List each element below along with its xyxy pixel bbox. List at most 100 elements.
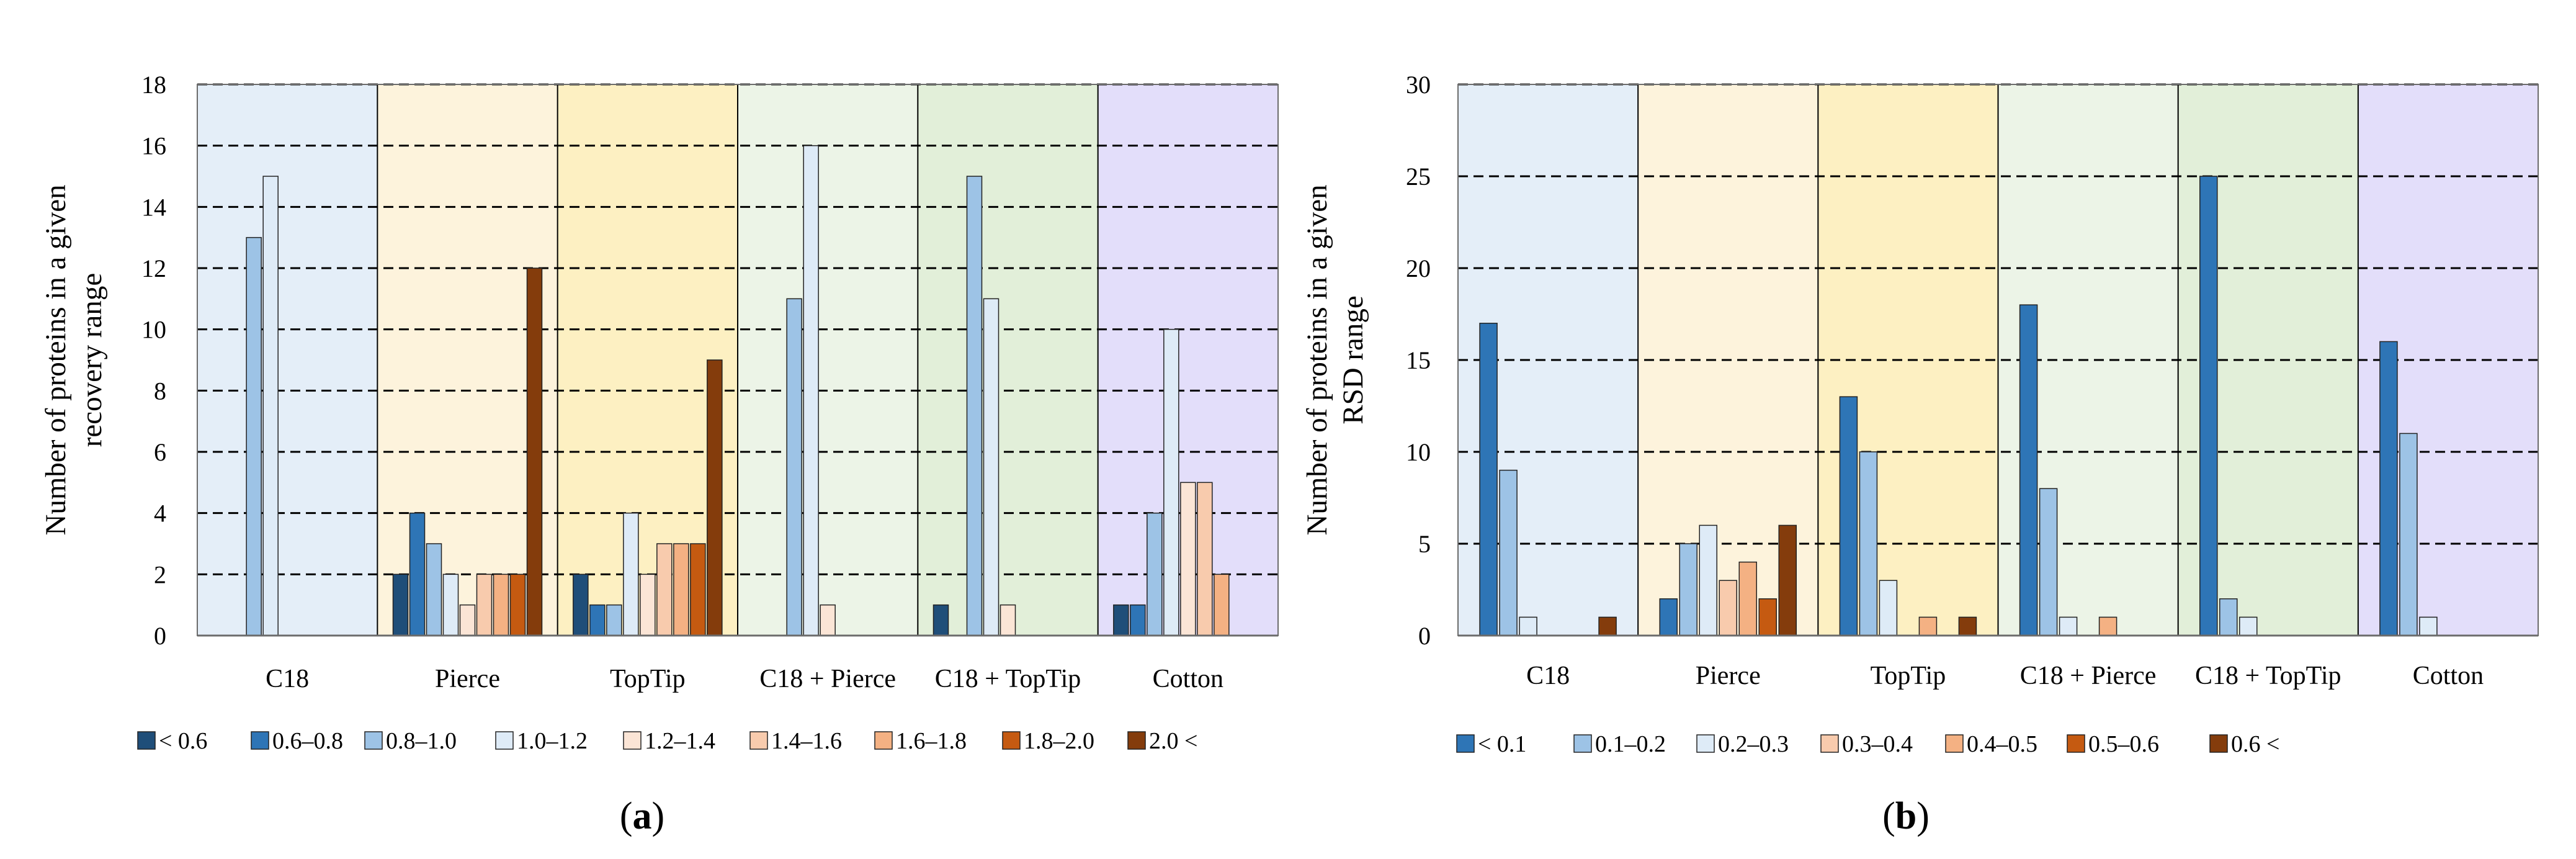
chart-a-y-tick-label: 18 <box>141 71 166 99</box>
chart-a-legend-swatch <box>623 731 642 750</box>
chart-b-bar <box>1859 451 1878 636</box>
chart-a-bar <box>476 573 493 636</box>
chart-a-legend-label: < 0.6 <box>159 728 207 754</box>
chart-a-category-label: C18 + Pierce <box>759 665 896 693</box>
chart-a-band-0 <box>197 84 378 636</box>
chart-a-bar <box>707 359 723 636</box>
chart-b-bar <box>1719 580 1737 636</box>
chart-b-legend-item: 0.3–0.4 <box>1820 731 1913 757</box>
chart-b-bar <box>1758 598 1777 636</box>
chart-b-y-tick-label: 5 <box>1418 530 1431 558</box>
chart-b-bar <box>1918 616 1938 636</box>
chart-b-legend-swatch <box>2209 734 2228 753</box>
chart-b-legend-swatch <box>1696 734 1715 753</box>
chart-a-bar <box>1000 604 1016 636</box>
chart-b-category-label: C18 <box>1526 662 1570 690</box>
chart-a-bar <box>493 573 509 636</box>
chart-a-y-tick-label: 2 <box>154 560 166 588</box>
chart-a-legend-swatch <box>749 731 768 750</box>
chart-a-legend-item: 1.6–1.8 <box>874 728 967 754</box>
chart-b-legend-swatch <box>1820 734 1839 753</box>
chart-b-bar <box>2419 616 2438 636</box>
chart-b-category-label: C18 + Pierce <box>2020 662 2157 690</box>
chart-a-legend-item: 1.0–1.2 <box>495 728 588 754</box>
chart-b-bar <box>2039 488 2058 636</box>
chart-a-category-label: C18 + TopTip <box>935 665 1081 693</box>
chart-a-bar <box>1130 604 1146 636</box>
chart-b-y-tick-label: 30 <box>1406 71 1431 99</box>
chart-b-legend-item: 0.1–0.2 <box>1573 731 1666 757</box>
chart-a-bar <box>392 573 409 636</box>
chart-b-legend-swatch <box>2067 734 2085 753</box>
chart-b-legend-label: 0.4–0.5 <box>1967 731 2037 757</box>
chart-a-bar <box>409 512 426 636</box>
chart-a-legend-label: 1.4–1.6 <box>771 728 842 754</box>
chart-b-legend-item: < 0.1 <box>1456 731 1526 757</box>
chart-a-legend-swatch <box>364 731 383 750</box>
chart-a-band-3 <box>738 84 918 636</box>
chart-a-legend-item: 0.6–0.8 <box>251 728 343 754</box>
chart-b-legend-item: 0.4–0.5 <box>1945 731 2037 757</box>
chart-b-bar <box>2199 176 2218 636</box>
chart-b-rsd: 0 5 10 15 20 25 30 C18 Pierce TopTip C18 + Pierce C… <box>1301 71 2539 757</box>
chart-b-category-label: TopTip <box>1871 662 1946 690</box>
panel-a-label: (a) <box>620 795 664 837</box>
chart-b-legend-label: 0.5–0.6 <box>2088 731 2159 757</box>
chart-b-legend-label: 0.2–0.3 <box>1718 731 1789 757</box>
chart-b-y-tick-label: 25 <box>1406 163 1431 191</box>
chart-a-bar <box>526 268 543 636</box>
chart-a-bar <box>573 573 589 636</box>
chart-a-legend-label: 1.2–1.4 <box>645 728 715 754</box>
chart-b-legend-swatch <box>1456 734 1475 753</box>
panel-b-label: (b) <box>1882 795 1930 837</box>
chart-a-recovery: 0 2 4 6 8 10 12 14 16 18 C18 Pierce TopTip C18 + Pier… <box>40 71 1279 754</box>
chart-a-bar <box>1113 604 1129 636</box>
chart-a-bar <box>1197 482 1213 636</box>
chart-b-bar <box>1699 524 1717 636</box>
chart-a-legend-swatch <box>495 731 514 750</box>
chart-a-legend-label: 0.8–1.0 <box>386 728 457 754</box>
chart-b-bar <box>2379 341 2398 636</box>
chart-a-bar <box>459 604 476 636</box>
chart-b-y-tick-label: 15 <box>1406 346 1431 374</box>
chart-a-legend-item: 1.4–1.6 <box>749 728 842 754</box>
chart-a-legend-label: 1.8–2.0 <box>1024 728 1094 754</box>
chart-a-bar <box>966 176 983 636</box>
chart-a-legend-swatch <box>137 731 156 750</box>
chart-a-bar <box>640 573 656 636</box>
chart-a-bar <box>246 236 262 636</box>
chart-a-y-tick-label: 4 <box>154 500 166 528</box>
chart-a-y-tick-label: 6 <box>154 438 166 466</box>
chart-a-bar <box>509 573 526 636</box>
chart-a-y-tick-label: 12 <box>141 254 166 282</box>
chart-b-bar <box>1598 616 1617 636</box>
chart-a-legend-item: 0.8–1.0 <box>364 728 457 754</box>
chart-a-y-tick-label: 14 <box>141 193 166 221</box>
chart-a-bar <box>673 543 689 636</box>
chart-a-bar <box>606 604 622 636</box>
chart-a-bar <box>656 543 673 636</box>
chart-b-bar <box>1738 561 1757 636</box>
chart-a-bar <box>1180 482 1196 636</box>
chart-a-bar <box>1147 512 1163 636</box>
chart-a-category-label: TopTip <box>610 665 686 693</box>
chart-a-category-label: Pierce <box>435 665 500 693</box>
chart-a-legend-swatch <box>251 731 269 750</box>
chart-b-bar <box>1839 396 1858 636</box>
chart-b-y-axis-title: Number of proteins in a given RSD range <box>1301 184 1369 535</box>
chart-a-legend-label: 1.0–1.2 <box>517 728 588 754</box>
chart-b-bar <box>2219 598 2238 636</box>
chart-a-bar <box>442 573 459 636</box>
chart-b-bar <box>1659 598 1678 636</box>
chart-b-category-label: Cotton <box>2413 662 2484 690</box>
chart-b-bar <box>2019 304 2038 636</box>
chart-b-y-tick-label: 20 <box>1406 254 1431 282</box>
chart-b-legend-item: 0.6 < <box>2209 731 2279 757</box>
chart-a-legend-item: 2.0 < <box>1127 728 1197 754</box>
chart-a-bar <box>623 512 639 636</box>
chart-b-legend-label: 0.3–0.4 <box>1842 731 1913 757</box>
chart-b-y-tick-label: 10 <box>1406 438 1431 466</box>
chart-b-bar <box>2059 616 2078 636</box>
chart-b-category-label: C18 + TopTip <box>2195 662 2341 690</box>
chart-a-legend-swatch <box>874 731 893 750</box>
